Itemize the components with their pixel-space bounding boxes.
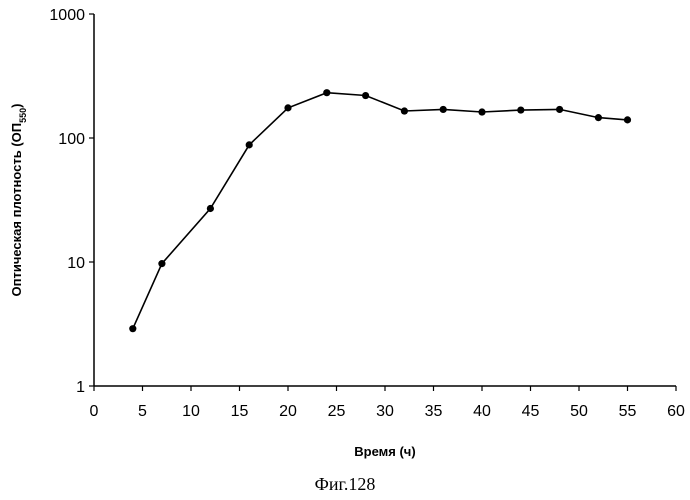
y-axis-title-main: Оптическая плотность (ОП bbox=[9, 123, 24, 297]
data-point bbox=[362, 92, 369, 99]
y-axis-title-close: ) bbox=[9, 104, 24, 108]
y-axis-title-subscript: 550 bbox=[18, 108, 28, 123]
x-tick-label: 20 bbox=[279, 403, 297, 420]
x-tick-label: 30 bbox=[376, 403, 394, 420]
y-axis-title: Оптическая плотность (ОП550) bbox=[9, 104, 28, 297]
data-point bbox=[401, 107, 408, 114]
x-tick-label: 0 bbox=[90, 403, 99, 420]
data-point bbox=[440, 106, 447, 113]
y-tick-label: 1 bbox=[76, 379, 85, 396]
x-tick-label: 50 bbox=[570, 403, 588, 420]
series bbox=[129, 89, 631, 332]
y-ticks: 1 10 100 1000 bbox=[49, 7, 94, 396]
data-point bbox=[158, 260, 165, 267]
data-point bbox=[323, 89, 330, 96]
chart: 0 5 10 15 20 25 30 35 40 45 50 55 60 1 10 100 1000 Врем… bbox=[0, 0, 690, 470]
data-point bbox=[478, 108, 485, 115]
x-tick-label: 55 bbox=[619, 403, 637, 420]
x-tick-label: 5 bbox=[138, 403, 147, 420]
x-axis-title: Время (ч) bbox=[354, 444, 415, 459]
x-tick-label: 45 bbox=[522, 403, 540, 420]
x-tick-label: 60 bbox=[667, 403, 685, 420]
x-ticks: 0 5 10 15 20 25 30 35 40 45 50 55 60 bbox=[90, 386, 685, 420]
data-point bbox=[129, 325, 136, 332]
data-point bbox=[517, 106, 524, 113]
data-point bbox=[284, 104, 291, 111]
y-tick-label: 100 bbox=[58, 131, 85, 148]
data-point bbox=[207, 205, 214, 212]
x-tick-label: 40 bbox=[473, 403, 491, 420]
data-point bbox=[246, 141, 253, 148]
y-tick-label: 10 bbox=[67, 255, 85, 272]
data-point bbox=[556, 106, 563, 113]
x-tick-label: 35 bbox=[425, 403, 443, 420]
x-tick-label: 25 bbox=[328, 403, 346, 420]
y-tick-label: 1000 bbox=[49, 7, 85, 24]
axes bbox=[94, 14, 676, 386]
series-line bbox=[133, 93, 628, 329]
x-tick-label: 15 bbox=[231, 403, 249, 420]
figure-caption: Фиг.128 bbox=[0, 474, 690, 495]
x-tick-label: 10 bbox=[182, 403, 200, 420]
data-point bbox=[624, 116, 631, 123]
data-point bbox=[595, 114, 602, 121]
